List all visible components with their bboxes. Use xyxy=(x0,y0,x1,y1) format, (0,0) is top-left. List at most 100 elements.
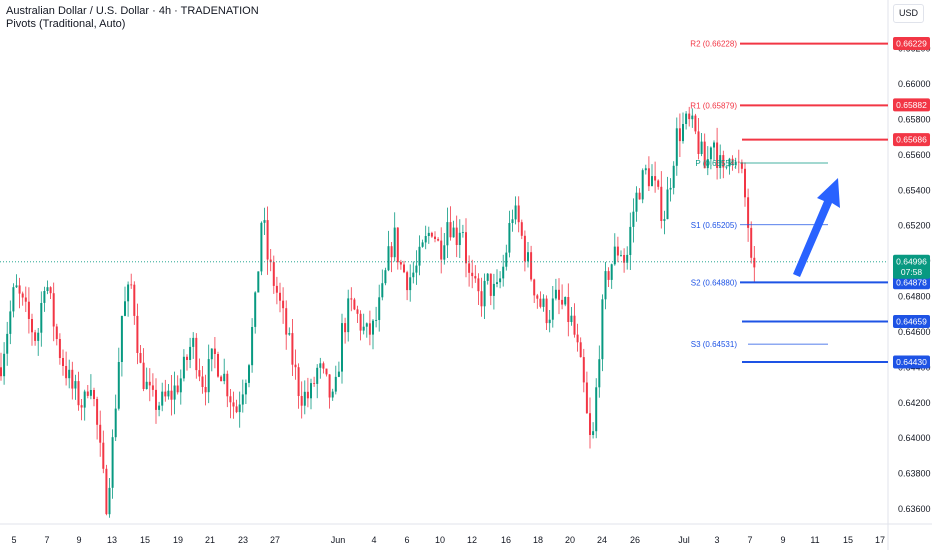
y-tick-label: 0.64200 xyxy=(898,398,931,408)
x-tick-label: 7 xyxy=(44,535,49,545)
candle-body xyxy=(434,236,436,239)
y-tick-label: 0.64800 xyxy=(898,292,931,302)
candle-body xyxy=(561,299,564,305)
candle-body xyxy=(691,115,694,120)
x-tick-label: 16 xyxy=(501,535,511,545)
candle-body xyxy=(179,378,182,393)
candle-body xyxy=(344,323,347,333)
currency-button[interactable]: USD xyxy=(893,4,924,23)
candle-body xyxy=(486,273,489,281)
candle-body xyxy=(492,283,495,296)
candle-body xyxy=(282,300,285,309)
candle-body xyxy=(468,263,471,273)
candle-body xyxy=(0,367,2,377)
candle-body xyxy=(350,298,353,300)
candle-body xyxy=(558,289,560,300)
candle-body xyxy=(204,387,207,393)
candle-body xyxy=(446,222,449,246)
candle-body xyxy=(706,159,709,169)
candle-body xyxy=(58,339,61,358)
y-tick-label: 0.64000 xyxy=(898,433,931,443)
candle-body xyxy=(263,220,266,223)
candle-body xyxy=(663,219,666,221)
candle-body xyxy=(654,176,657,181)
candle-body xyxy=(480,291,483,307)
candle-body xyxy=(9,311,12,334)
candle-body xyxy=(77,381,80,406)
candle-body xyxy=(15,285,18,288)
candle-body xyxy=(598,359,601,388)
candle-body xyxy=(740,162,743,169)
candle-body xyxy=(46,287,49,291)
candle-body xyxy=(313,383,316,384)
candle-body xyxy=(117,362,120,409)
candle-body xyxy=(226,373,229,397)
candle-body xyxy=(62,358,64,366)
candle-body xyxy=(241,394,244,405)
pivot-label: S1 (0.65205) xyxy=(691,221,738,230)
candle-body xyxy=(337,371,340,377)
candle-body xyxy=(719,155,722,168)
candle-body xyxy=(477,278,480,292)
candle-body xyxy=(325,368,328,375)
candle-body xyxy=(310,383,312,399)
candle-body xyxy=(744,168,746,198)
candle-body xyxy=(548,319,551,324)
candle-body xyxy=(111,437,114,488)
x-tick-label: 3 xyxy=(714,535,719,545)
price-tag-label: 0.65686 xyxy=(896,135,927,145)
indicator-label[interactable]: Pivots (Traditional, Auto) xyxy=(6,18,126,30)
candle-body xyxy=(514,205,517,220)
candle-body xyxy=(505,252,508,267)
candle-body xyxy=(285,308,288,335)
candle-body xyxy=(334,376,337,392)
candle-body xyxy=(108,487,111,515)
candle-body xyxy=(585,382,588,414)
candle-body xyxy=(303,391,306,406)
candle-body xyxy=(372,320,374,335)
candle-body xyxy=(266,220,269,260)
candle-body xyxy=(93,390,95,399)
x-tick-label: 23 xyxy=(238,535,248,545)
candle-body xyxy=(471,272,474,277)
candle-body xyxy=(461,232,464,233)
candle-body xyxy=(731,158,734,165)
candle-body xyxy=(65,366,68,379)
candle-body xyxy=(375,320,378,321)
candle-body xyxy=(105,468,108,515)
candle-body xyxy=(3,353,6,377)
candle-body xyxy=(530,252,533,280)
price-tag xyxy=(893,36,930,50)
y-tick-label: 0.63600 xyxy=(898,504,931,514)
candle-body xyxy=(629,226,632,255)
candle-body xyxy=(607,271,610,280)
candle-body xyxy=(71,369,74,389)
candle-body xyxy=(682,124,684,142)
candle-body xyxy=(288,333,291,335)
candle-body xyxy=(508,223,511,253)
candle-body xyxy=(604,271,607,300)
candle-body xyxy=(427,232,430,236)
candle-body xyxy=(89,390,92,396)
candle-body xyxy=(523,235,526,262)
candle-body xyxy=(635,192,638,212)
candle-body xyxy=(601,299,604,360)
candle-body xyxy=(527,252,529,262)
candle-body xyxy=(592,431,595,435)
candle-body xyxy=(542,298,545,307)
candle-body xyxy=(620,255,622,256)
pivot-label: P (0.65554) xyxy=(695,159,737,168)
candle-body xyxy=(709,147,712,160)
candle-body xyxy=(155,389,157,410)
candle-body xyxy=(316,367,319,384)
x-tick-label: 4 xyxy=(371,535,376,545)
candle-body xyxy=(616,246,619,256)
candle-body xyxy=(40,303,43,333)
price-tag-label: 0.64878 xyxy=(896,278,927,288)
candle-body xyxy=(700,141,703,154)
candle-body xyxy=(396,227,399,263)
candle-body xyxy=(192,337,195,347)
candle-body xyxy=(567,297,570,322)
candle-body xyxy=(499,278,502,283)
